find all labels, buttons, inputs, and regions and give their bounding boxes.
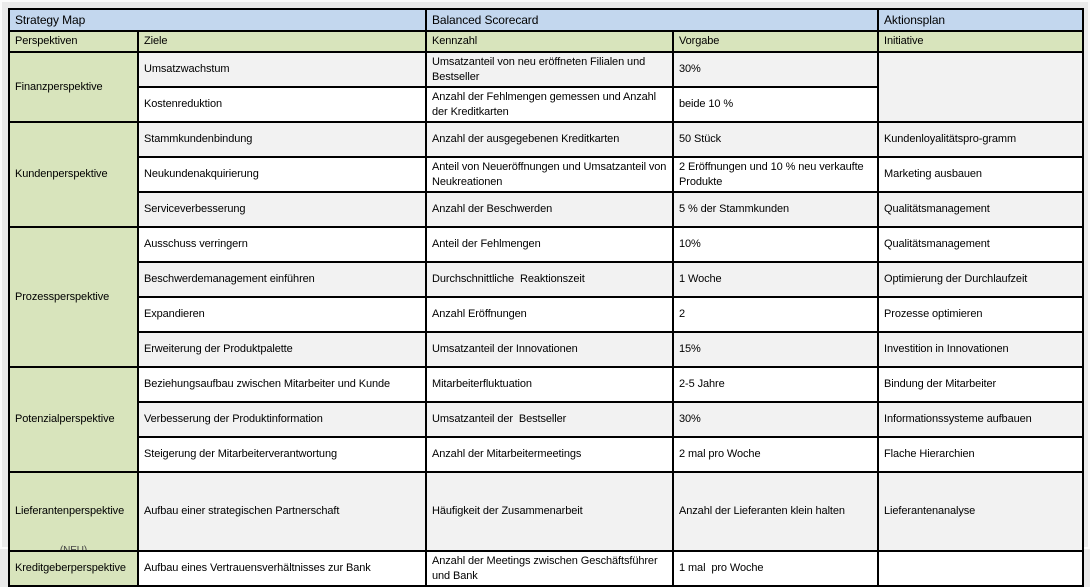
vorgabe-cell: 1 mal pro Woche — [672, 550, 880, 587]
table-row: Verbesserung der Produktinformation Umsa… — [9, 401, 1085, 438]
group-header-row: Strategy Map Balanced Scorecard Aktionsp… — [7, 8, 1085, 32]
table-row: Prozessperspektive Ausschuss verringern … — [8, 226, 1085, 368]
ziel-cell: Serviceverbesserung — [136, 191, 428, 228]
initiative-cell: Prozesse optimieren — [877, 296, 1085, 333]
kennzahl-cell: Anzahl der Beschwerden — [425, 191, 675, 228]
col-header-vorgabe: Vorgabe — [672, 30, 880, 53]
ziel-cell: Erweiterung der Produktpalette — [136, 331, 428, 368]
ziel-cell: Beschwerdemanagement einführen — [136, 261, 428, 298]
ziel-cell: Steigerung der Mitarbeiterverantwortung — [136, 436, 428, 473]
col-header-ziele: Ziele — [136, 30, 428, 53]
kennzahl-cell: Anzahl der Fehlmengen gemessen und Anzah… — [425, 86, 675, 123]
table-row: Kundenperspektive Stammkundenbindung Anz… — [8, 121, 1085, 228]
kennzahl-cell: Häufigkeit der Zusammenarbeit — [425, 471, 675, 552]
vorgabe-cell: 1 Woche — [672, 261, 880, 298]
kennzahl-cell: Anzahl der ausgegebenen Kreditkarten — [425, 121, 675, 158]
col-header-perspektiven: Perspektiven — [8, 30, 139, 53]
table-row: Expandieren Anzahl Eröffnungen 2 Prozess… — [9, 296, 1085, 333]
ziel-cell: Kostenreduktion — [136, 86, 428, 123]
kennzahl-cell: Anzahl der Mitarbeitermeetings — [425, 436, 675, 473]
perspective-cell-kreditgeber: Kreditgeberperspektive — [8, 550, 139, 587]
strategy-map-header: Strategy Map — [7, 8, 428, 32]
vorgabe-cell: 30% — [672, 401, 880, 438]
table-row: Kostenreduktion Anzahl der Fehlmengen ge… — [9, 86, 1083, 123]
initiative-cell: Kundenloyalitätspro-gramm — [877, 121, 1085, 158]
balanced-scorecard-table: Strategy Map Balanced Scorecard Aktionsp… — [7, 8, 1085, 587]
table-row: Finanzperspektive Umsatzwachstum Umsatza… — [8, 51, 1085, 123]
perspective-cell-lieferanten: Lieferantenperspektive (NEU) — [8, 471, 139, 552]
ziel-cell: Stammkundenbindung — [136, 121, 428, 158]
initiative-cell: Qualitätsmanagement — [877, 191, 1085, 228]
perspective-cell-potenzial: Potenzialperspektive — [8, 366, 139, 473]
initiative-cell: Flache Hierarchien — [877, 436, 1085, 473]
table-row: Kreditgeberperspektive Aufbau eines Vert… — [8, 550, 1085, 587]
ziel-cell: Beziehungsaufbau zwischen Mitarbeiter un… — [136, 366, 428, 403]
table-row: Steigerung der Mitarbeiterverantwortung … — [9, 436, 1085, 473]
ziel-cell: Ausschuss verringern — [136, 226, 428, 263]
initiative-cell-empty — [877, 51, 1085, 123]
table-row: Lieferantenperspektive (NEU) Aufbau eine… — [8, 471, 1085, 552]
vorgabe-cell: 5 % der Stammkunden — [672, 191, 880, 228]
initiative-cell: Optimierung der Durchlaufzeit — [877, 261, 1085, 298]
initiative-cell: Investition in Innovationen — [877, 331, 1085, 368]
ziel-cell: Verbesserung der Produktinformation — [136, 401, 428, 438]
col-header-kennzahl: Kennzahl — [425, 30, 675, 53]
initiative-cell: Informationssysteme aufbauen — [877, 401, 1085, 438]
vorgabe-cell: 2-5 Jahre — [672, 366, 880, 403]
scorecard-canvas: Strategy Map Balanced Scorecard Aktionsp… — [7, 8, 1085, 587]
column-header-row: Perspektiven Ziele Kennzahl Vorgabe Init… — [8, 30, 1085, 53]
table-row: Serviceverbesserung Anzahl der Beschwerd… — [9, 191, 1085, 228]
kennzahl-cell: Durchschnittliche Reaktionszeit — [425, 261, 675, 298]
kennzahl-cell: Umsatzanteil der Bestseller — [425, 401, 675, 438]
col-header-initiative: Initiative — [877, 30, 1085, 53]
vorgabe-cell: 50 Stück — [672, 121, 880, 158]
vorgabe-cell: Anzahl der Lieferanten klein halten — [672, 471, 880, 552]
perspective-sublabel-clipped: (NEU) — [11, 545, 136, 549]
vorgabe-cell: 30% — [672, 51, 880, 88]
perspective-label: Lieferantenperspektive — [15, 505, 125, 517]
kennzahl-cell: Umsatzanteil der Innovationen — [425, 331, 675, 368]
vorgabe-cell: 2 — [672, 296, 880, 333]
ziel-cell: Umsatzwachstum — [136, 51, 428, 88]
kennzahl-cell: Mitarbeiterfluktuation — [425, 366, 675, 403]
table-row: Neukundenakquirierung Anteil von Neueröf… — [9, 156, 1085, 193]
table-row: Beschwerdemanagement einführen Durchschn… — [9, 261, 1085, 298]
initiative-cell: Lieferantenanalyse — [877, 471, 1085, 552]
ziel-cell: Expandieren — [136, 296, 428, 333]
perspective-cell-prozess: Prozessperspektive — [8, 226, 139, 368]
vorgabe-cell: 2 mal pro Woche — [672, 436, 880, 473]
ziel-cell: Aufbau eines Vertrauensverhältnisses zur… — [136, 550, 428, 587]
kennzahl-cell: Anteil der Fehlmengen — [425, 226, 675, 263]
vorgabe-cell: 2 Eröffnungen und 10 % neu verkaufte Pro… — [672, 156, 880, 193]
ziel-cell: Neukundenakquirierung — [136, 156, 428, 193]
table-row: Erweiterung der Produktpalette Umsatzant… — [9, 331, 1085, 368]
kennzahl-cell: Anteil von Neueröffnungen und Umsatzante… — [425, 156, 675, 193]
table-row: Potenzialperspektive Beziehungsaufbau zw… — [8, 366, 1085, 473]
kennzahl-cell: Anzahl der Meetings zwischen Geschäftsfü… — [425, 550, 675, 587]
kennzahl-cell: Anzahl Eröffnungen — [425, 296, 675, 333]
kennzahl-cell: Umsatzanteil von neu eröffneten Filialen… — [425, 51, 675, 88]
vorgabe-cell: beide 10 % — [672, 86, 880, 123]
vorgabe-cell: 10% — [672, 226, 880, 263]
initiative-cell: Bindung der Mitarbeiter — [877, 366, 1085, 403]
initiative-cell: Qualitätsmanagement — [877, 226, 1085, 263]
perspective-cell-kunden: Kundenperspektive — [8, 121, 139, 228]
initiative-cell-empty — [877, 550, 1085, 587]
perspective-cell-finanz: Finanzperspektive — [8, 51, 139, 123]
vorgabe-cell: 15% — [672, 331, 880, 368]
initiative-cell: Marketing ausbauen — [877, 156, 1085, 193]
balanced-scorecard-header: Balanced Scorecard — [425, 8, 880, 32]
ziel-cell: Aufbau einer strategischen Partnerschaft — [136, 471, 428, 552]
aktionsplan-header: Aktionsplan — [877, 8, 1085, 32]
